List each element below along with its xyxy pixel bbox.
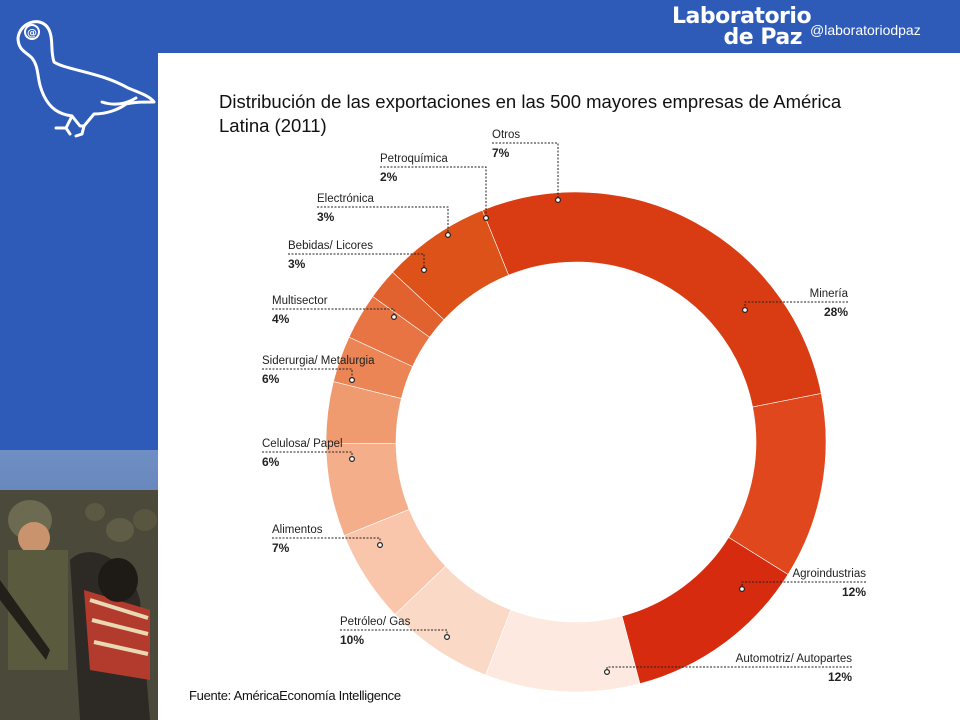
content-panel [158,53,960,720]
slice-12 [392,209,509,321]
label-percent-10: 3% [317,210,335,224]
label-category-4: Petróleo/ Gas [340,616,411,628]
social-handle: @laboratoriodpaz [810,22,921,38]
label-percent-11: 2% [380,170,398,184]
label-category-10: Electrónica [317,193,374,205]
dove-at-icon: @ [16,20,156,138]
label-category-1: Minería [810,288,849,300]
leader-dot-11 [483,214,490,221]
top-bar [0,0,960,53]
leader-dot-10 [445,231,452,238]
label-category-12: Otros [492,129,520,141]
leader-dot-2 [739,586,746,593]
label-category-5: Alimentos [272,524,323,536]
soldiers-crowd-photo [0,450,158,720]
label-percent-9: 3% [288,257,306,271]
label-category-9: Bebidas/ Licores [288,240,373,252]
leader-line-10 [317,206,449,235]
label-percent-8: 4% [272,312,290,326]
label-category-7: Siderurgia/ Metalurgia [262,355,375,367]
label-percent-1: 28% [824,305,848,319]
label-percent-4: 10% [340,633,364,647]
donut-chart: Minería 28% Agroindustrias 12% Automotriz/ A… [262,129,866,693]
leader-dot-12 [555,196,562,203]
source-note: Fuente: AméricaEconomía Intelligence [189,688,401,703]
leader-dot-3 [604,668,611,675]
label-percent-3: 12% [828,670,852,684]
brand-line1: Laboratorio [672,4,812,29]
chart-title: Distribución de las exportaciones en las… [219,91,842,136]
leader-dot-5 [377,542,384,549]
label-percent-2: 12% [842,585,866,599]
label-percent-12: 7% [492,146,510,160]
brand-line2: de Paz [723,25,802,50]
chart-leader-lines [262,142,866,675]
leader-line-12 [492,142,559,200]
label-category-8: Multisector [272,295,328,307]
label-category-2: Agroindustrias [792,568,866,580]
leader-line-7 [262,368,353,380]
leader-dot-9 [421,267,428,274]
label-percent-6: 6% [262,455,280,469]
leader-dot-6 [348,456,355,463]
leader-dot-1 [742,307,749,314]
label-category-3: Automotriz/ Autopartes [736,653,853,665]
leader-line-1 [744,301,848,310]
brand-logo: Laboratorio de Paz [672,4,812,50]
leader-dot-4 [444,634,451,641]
leader-line-3 [606,666,852,672]
svg-text:@: @ [27,28,37,39]
label-percent-7: 6% [262,372,280,386]
label-category-6: Celulosa/ Papel [262,438,343,450]
slice-4 [485,609,641,693]
label-category-11: Petroquímica [380,153,448,165]
leader-dot-8 [391,314,398,321]
label-percent-5: 7% [272,541,290,555]
chart-slices [325,191,827,693]
leader-line-11 [380,166,487,218]
leader-line-4 [340,629,448,637]
leader-dot-7 [348,377,355,384]
leader-line-2 [741,581,866,589]
slice-1 [481,191,822,408]
chart-labels: Minería 28% Agroindustrias 12% Automotriz/ A… [262,129,866,684]
